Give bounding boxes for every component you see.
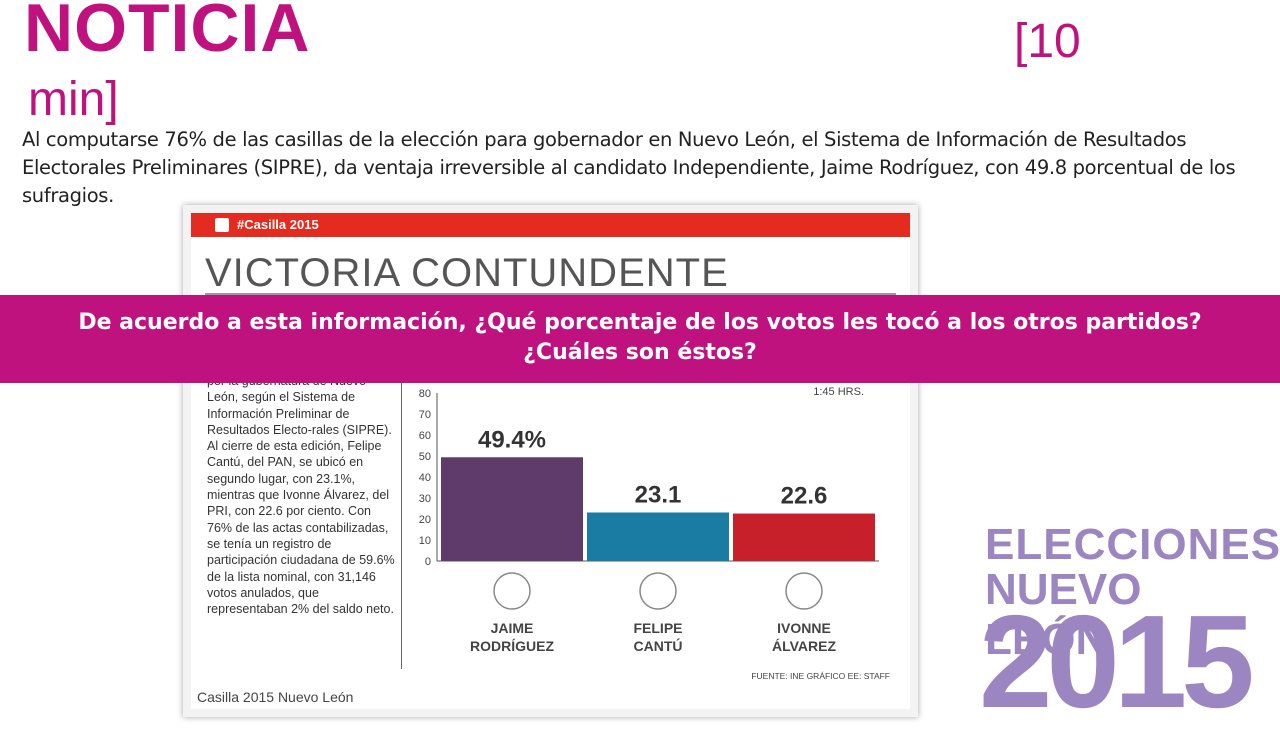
logo-year: 2015 — [979, 588, 1255, 735]
title-time-open: [10 — [1014, 15, 1081, 68]
logo-line-1: ELECCIONES — [985, 520, 1280, 569]
y-tick-label: 60 — [419, 430, 431, 442]
clipping-side-text: por la gubernatura de Nuevo León, según … — [207, 374, 395, 617]
bar-value-label: 23.1 — [635, 481, 682, 508]
y-tick-label: 70 — [419, 409, 431, 421]
chart-source: FUENTE: INE GRÁFICO EE: STAFF — [751, 671, 890, 681]
question-line-2: ¿Cuáles son éstos? — [523, 340, 757, 365]
party-logo-icon — [639, 572, 677, 610]
title-noticia: NOTICIA — [24, 0, 311, 66]
y-tick-label: 10 — [419, 535, 431, 547]
chart-time-label: 1:45 HRS. — [813, 386, 864, 398]
y-tick-label: 40 — [419, 472, 431, 484]
y-tick-label: 80 — [419, 388, 431, 400]
clipping-tag-bar: #Casilla 2015 — [191, 213, 910, 237]
candidate-last-name: RODRÍGUEZ — [470, 638, 554, 654]
y-tick-label: 20 — [419, 514, 431, 526]
news-clipping-image: #Casilla 2015 VICTORIA CONTUNDENTE por l… — [183, 205, 918, 717]
party-logo-icon — [785, 572, 823, 610]
candidate-first-name: JAIME — [491, 620, 534, 636]
column-divider — [401, 301, 402, 669]
candidate-first-name: IVONNE — [777, 620, 831, 636]
slide-title: NOTICIA [10 min] — [24, 0, 1124, 124]
question-line-1: De acuerdo a esta información, ¿Qué porc… — [78, 310, 1202, 335]
results-bar-chart: 0 10 20 30 40 50 60 70 80 49.4% JAIME RODRÍGUEZ 23.1… — [419, 386, 879, 654]
clipping-footer: Casilla 2015 Nuevo León — [197, 689, 354, 705]
clipping-headline: VICTORIA CONTUNDENTE — [205, 251, 729, 295]
bar-value-label: 49.4% — [478, 426, 546, 453]
party-logo-icon — [493, 572, 531, 610]
candidate-last-name: ÁLVAREZ — [772, 638, 836, 654]
bar-value-label: 22.6 — [781, 483, 828, 510]
y-tick-label: 50 — [419, 451, 431, 463]
bar — [733, 513, 875, 561]
clipping-tag: #Casilla 2015 — [237, 217, 319, 232]
question-banner: De acuerdo a esta información, ¿Qué porc… — [0, 295, 1280, 383]
logo-line-2: NUEVO LEÓN — [985, 565, 1142, 664]
headline-divider — [205, 293, 896, 295]
y-tick-label: 30 — [419, 493, 431, 505]
bar — [587, 512, 729, 561]
candidate-first-name: FELIPE — [633, 620, 682, 636]
ballot-icon — [215, 218, 229, 232]
lead-paragraph: Al computarse 76% de las casillas de la … — [22, 128, 1236, 207]
title-time-close: min] — [28, 73, 119, 126]
candidate-last-name: CANTÚ — [634, 637, 683, 654]
bar — [441, 457, 583, 561]
elecciones-logo: ELECCIONES NUEVO LEÓN 2015 — [979, 520, 1280, 728]
y-tick-label: 0 — [425, 556, 431, 568]
